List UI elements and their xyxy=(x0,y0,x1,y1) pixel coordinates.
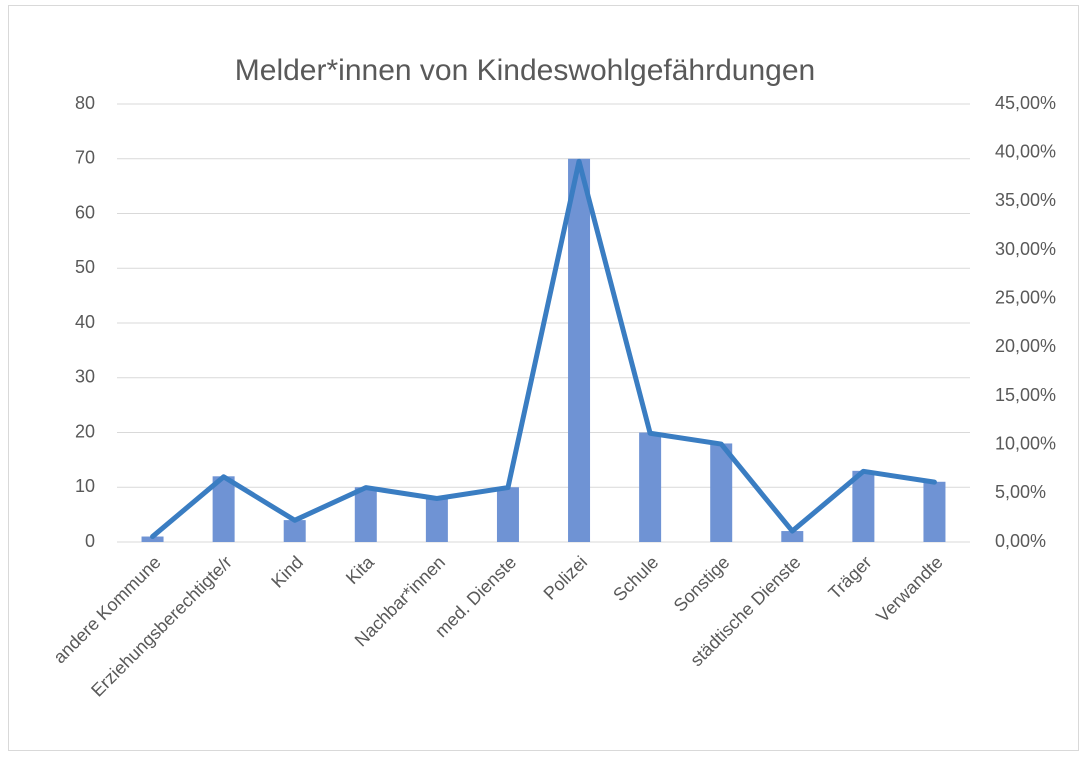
bar xyxy=(141,536,164,542)
y-tick-label: 50 xyxy=(75,257,95,277)
y-tick-label: 10 xyxy=(75,476,95,496)
y2-tick-label: 35,00% xyxy=(995,190,1056,210)
bar xyxy=(923,481,946,542)
bar xyxy=(781,531,804,542)
y-tick-label: 60 xyxy=(75,202,95,222)
y-tick-label: 80 xyxy=(75,93,95,113)
y2-tick-label: 30,00% xyxy=(995,239,1056,259)
bar xyxy=(852,470,875,542)
y2-tick-label: 45,00% xyxy=(995,93,1056,113)
chart-title: Melder*innen von Kindeswohlgefährdungen xyxy=(235,54,815,87)
bar xyxy=(568,158,591,542)
y2-tick-label: 10,00% xyxy=(995,433,1056,453)
y-tick-label: 40 xyxy=(75,312,95,332)
bar xyxy=(283,520,306,542)
y2-tick-label: 40,00% xyxy=(995,141,1056,161)
y2-tick-label: 25,00% xyxy=(995,287,1056,307)
line xyxy=(150,158,937,540)
y2-tick-label: 5,00% xyxy=(995,482,1046,502)
y2-tick-label: 15,00% xyxy=(995,385,1056,405)
bar xyxy=(496,487,519,542)
y2-tick-label: 0,00% xyxy=(995,531,1046,551)
y-tick-label: 30 xyxy=(75,367,95,387)
bar xyxy=(212,476,235,542)
bar xyxy=(425,498,448,542)
bar xyxy=(354,487,377,542)
y-tick-label: 20 xyxy=(75,421,95,441)
bar xyxy=(710,443,733,542)
y-tick-label: 0 xyxy=(85,531,95,551)
y-tick-label: 70 xyxy=(75,148,95,168)
y2-tick-label: 20,00% xyxy=(995,336,1056,356)
bar xyxy=(639,432,662,542)
